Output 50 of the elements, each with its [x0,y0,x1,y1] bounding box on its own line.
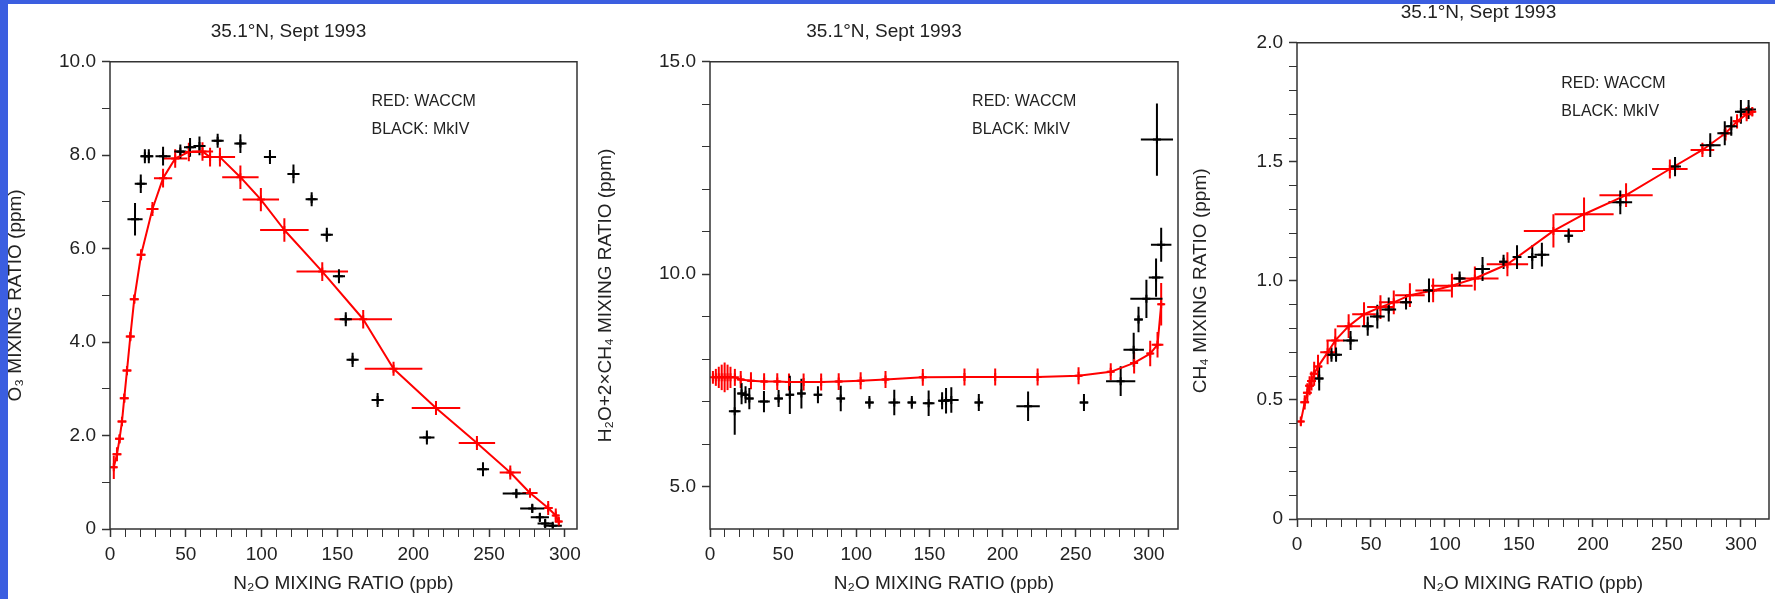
x-tick-label: 300 [1725,532,1757,554]
y-tick-label: 10.0 [59,50,96,72]
y-axis-title: CH₄ MIXING RATIO (ppm) [1188,168,1210,394]
x-tick-label: 50 [1360,532,1382,554]
x-tick-label: 50 [175,542,197,564]
y-tick-label: 0 [1272,507,1283,529]
y-tick-label: 15.0 [659,50,696,72]
y-tick-label: 2.0 [1256,31,1283,53]
x-tick-label: 0 [704,542,716,564]
annotation: BLACK: MkIV [972,120,1071,138]
x-tick-label: 250 [473,542,505,564]
y-tick-label: 8.0 [69,143,96,165]
y-axis-title: O₃ MIXING RATIO (ppm) [3,189,25,402]
x-tick-label: 250 [1059,542,1092,564]
x-tick-label: 50 [772,542,794,564]
x-tick-label: 100 [840,542,873,564]
annotation: RED: WACCM [972,92,1077,110]
y-tick-label: 0.5 [1256,388,1283,410]
y-tick-label: 10.0 [659,262,696,284]
annotation: BLACK: MkIV [1561,102,1660,120]
x-tick-label: 300 [549,542,581,564]
x-tick-label: 0 [104,542,116,564]
y-tick-label: 0 [85,517,96,539]
x-tick-label: 150 [913,542,946,564]
annotation: BLACK: MkIV [371,120,470,138]
y-tick-label: 6.0 [69,236,96,258]
y-tick-label: 2.0 [69,423,96,445]
y-axis-title: H₂O+2×CH₄ MIXING RATIO (ppm) [593,148,615,443]
chart-title: 35.1°N, Sept 1993 [210,19,367,41]
x-tick-label: 150 [1503,532,1535,554]
annotation: RED: WACCM [371,92,476,110]
x-tick-label: 300 [1132,542,1165,564]
x-tick-label: 0 [1291,532,1303,554]
x-axis-title: N₂O MIXING RATIO (ppb) [833,571,1055,593]
x-tick-label: 100 [1429,532,1461,554]
x-axis-title: N₂O MIXING RATIO (ppb) [1422,571,1644,593]
x-tick-label: 250 [1651,532,1683,554]
y-tick-label: 1.0 [1256,269,1283,291]
x-tick-label: 200 [397,542,430,564]
y-tick-label: 1.5 [1256,150,1283,172]
y-tick-label: 5.0 [669,474,696,496]
x-tick-label: 200 [986,542,1019,564]
chart-title: 35.1°N, Sept 1993 [806,19,962,41]
y-tick-label: 4.0 [69,330,96,352]
x-tick-label: 100 [245,542,278,564]
x-axis-title: N₂O MIXING RATIO (ppb) [233,571,454,593]
x-tick-label: 150 [321,542,354,564]
x-tick-label: 200 [1577,532,1609,554]
annotation: RED: WACCM [1561,74,1666,92]
chart-title: 35.1°N, Sept 1993 [1400,0,1557,22]
